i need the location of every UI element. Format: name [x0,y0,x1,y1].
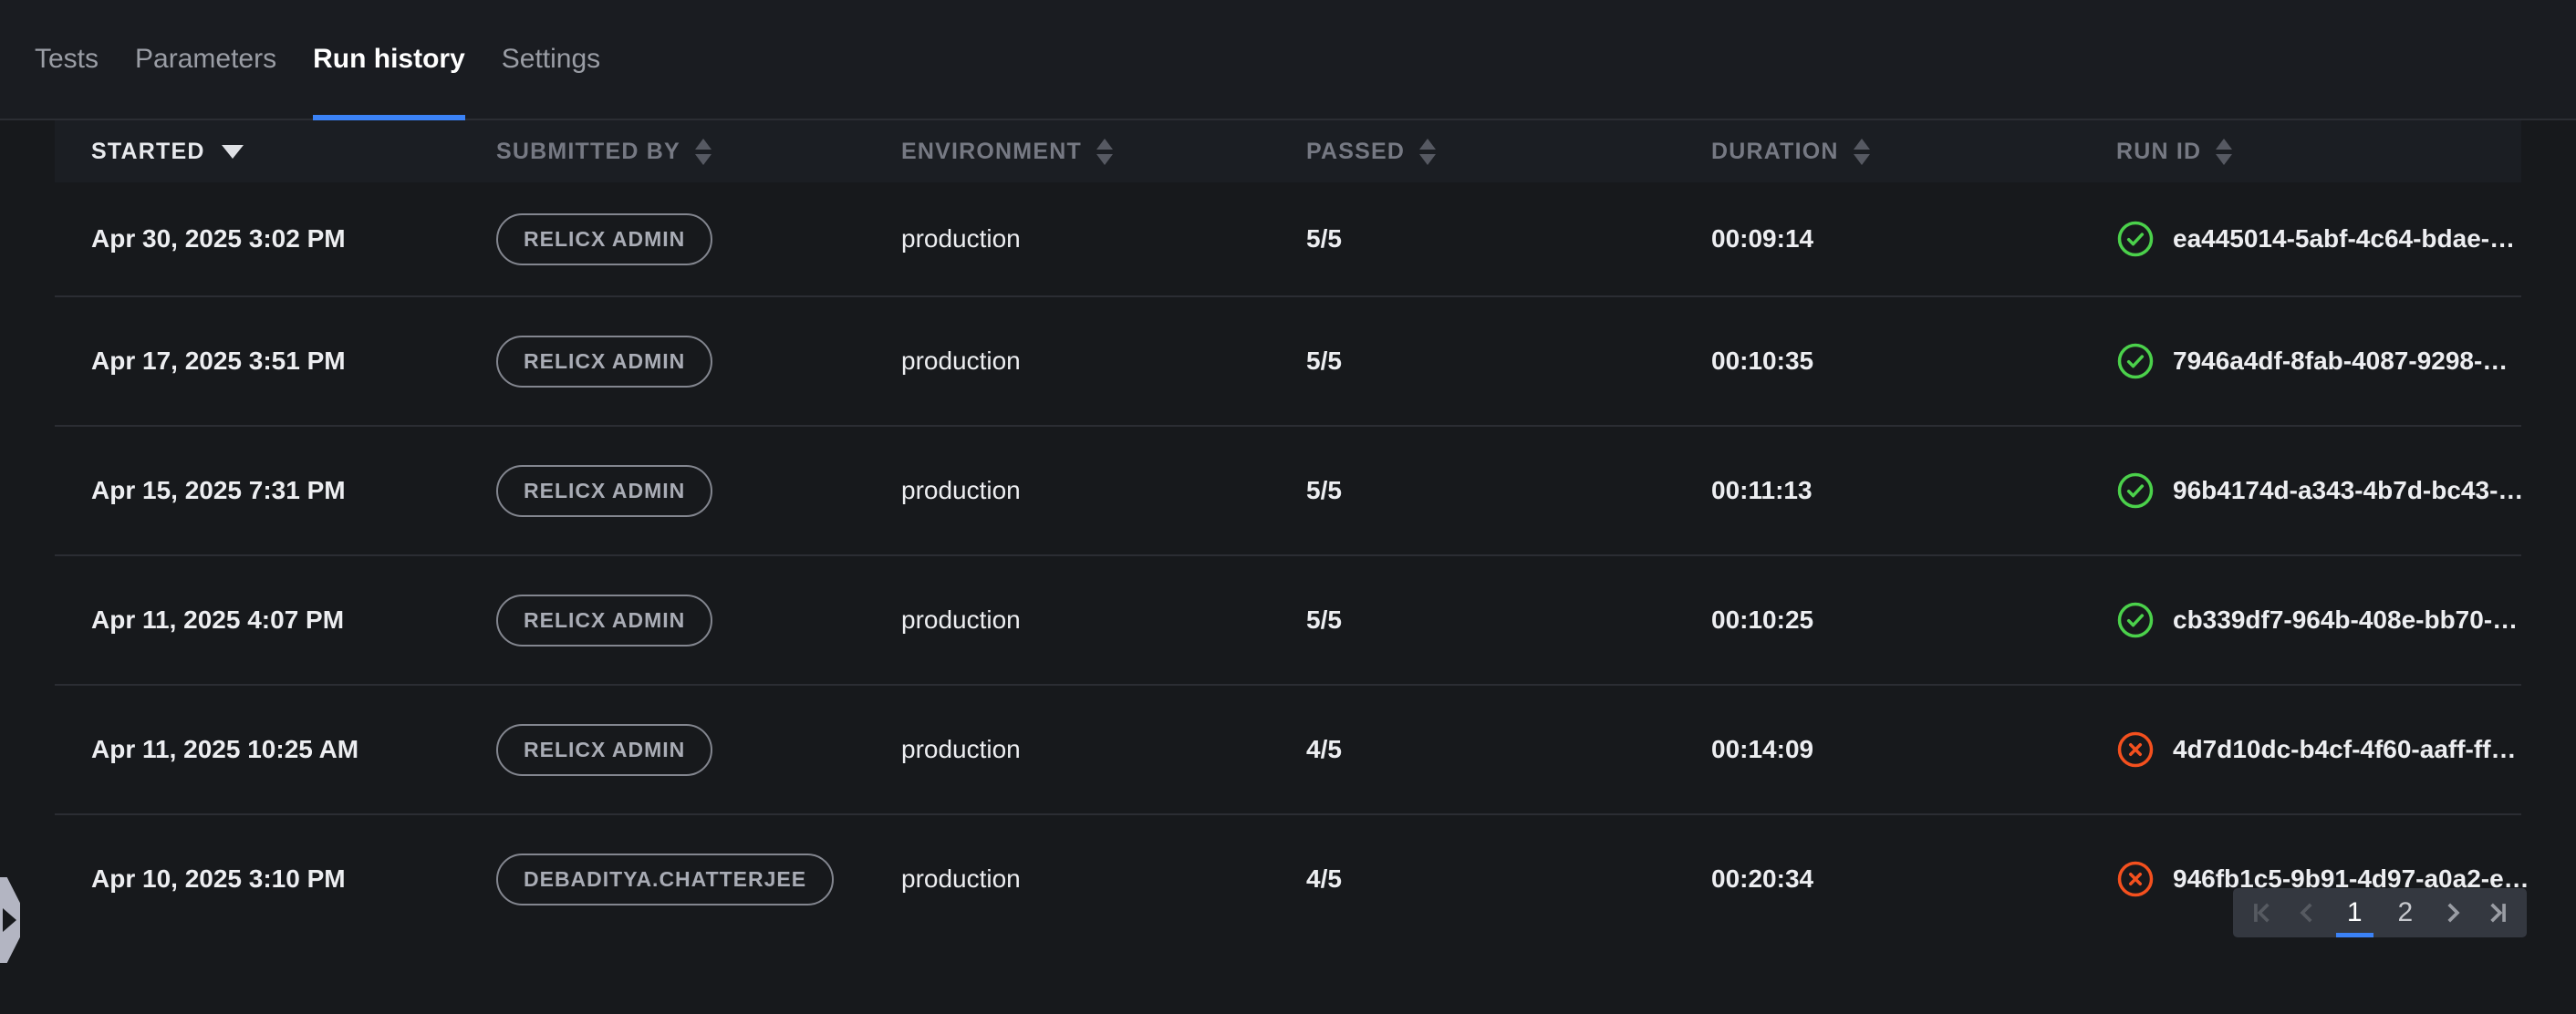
tab-parameters[interactable]: Parameters [135,44,277,74]
table-row[interactable]: Apr 15, 2025 7:31 PM RELICX ADMIN produc… [55,425,2523,554]
check-circle-icon [2116,471,2155,510]
previous-page-button[interactable] [2291,897,2322,928]
table-header-row: STARTED SUBMITTED BY ENVIRONMENT PASSED … [55,120,2521,182]
submitted-by-badge: RELICX ADMIN [496,723,713,776]
column-header-environment[interactable]: ENVIRONMENT [901,138,1306,165]
started-cell: Apr 15, 2025 7:31 PM [91,476,346,504]
run-id-text: 946fb1c5-9b91-4d97-a0a2-e… [2173,864,2529,893]
page-1-button[interactable]: 1 [2335,888,2373,937]
column-label: PASSED [1306,138,1406,164]
tab-run-history[interactable]: Run history [313,0,465,120]
table-row[interactable]: Apr 11, 2025 10:25 AM RELICX ADMIN produ… [55,684,2521,813]
sort-toggle-icon [1853,138,1870,165]
column-header-run-id[interactable]: RUN ID [2116,138,2521,165]
run-id-cell: ea445014-5abf-4c64-bdae-… [2116,220,2521,258]
submitted-by-cell: DEBADITYA.CHATTERJEE [496,853,901,905]
column-header-submitted-by[interactable]: SUBMITTED BY [496,138,901,165]
last-page-button[interactable] [2482,897,2513,928]
started-cell: Apr 11, 2025 10:25 AM [91,735,359,763]
duration-cell: 00:10:25 [1711,605,1814,634]
chevron-right-icon [3,908,16,932]
submitted-by-badge: RELICX ADMIN [496,335,713,388]
submitted-by-cell: RELICX ADMIN [496,464,901,517]
passed-cell: 5/5 [1306,605,1342,634]
check-circle-icon [2116,601,2155,639]
environment-cell: production [901,347,1021,375]
run-id-cell: 96b4174d-a343-4b7d-bc43-… [2116,471,2523,510]
started-cell: Apr 11, 2025 4:07 PM [91,605,345,634]
run-id-text: 4d7d10dc-b4cf-4f60-aaff-ff… [2173,735,2517,763]
run-id-cell: 946fb1c5-9b91-4d97-a0a2-e… [2116,860,2529,898]
tab-settings[interactable]: Settings [501,44,601,74]
sort-toggle-icon [2216,138,2233,165]
check-circle-icon [2116,220,2155,258]
column-header-passed[interactable]: PASSED [1306,138,1711,165]
environment-cell: production [901,605,1021,634]
submitted-by-badge: RELICX ADMIN [496,594,713,647]
page-2-button[interactable]: 2 [2397,897,2414,927]
passed-cell: 5/5 [1306,476,1342,504]
submitted-by-cell: RELICX ADMIN [496,594,901,647]
table-body: Apr 30, 2025 3:02 PM RELICX ADMIN produc… [55,182,2529,943]
sort-toggle-icon [1096,138,1113,165]
passed-cell: 4/5 [1306,864,1342,893]
run-id-cell: cb339df7-964b-408e-bb70-… [2116,601,2521,639]
pagination: 1 2 [2233,888,2527,937]
column-label: DURATION [1711,138,1839,164]
table-row[interactable]: Apr 30, 2025 3:02 PM RELICX ADMIN produc… [55,182,2521,295]
x-circle-icon [2116,730,2155,769]
passed-cell: 5/5 [1306,347,1342,375]
column-label: ENVIRONMENT [901,138,1082,164]
sort-descending-icon [221,144,244,159]
duration-cell: 00:10:35 [1711,347,1814,375]
submitted-by-cell: RELICX ADMIN [496,212,901,265]
duration-cell: 00:09:14 [1711,224,1814,253]
collapsed-side-widget[interactable] [0,877,20,963]
sort-toggle-icon [1419,138,1437,165]
x-circle-icon [2116,860,2155,898]
run-id-text: ea445014-5abf-4c64-bdae-… [2173,224,2516,253]
run-id-cell: 4d7d10dc-b4cf-4f60-aaff-ff… [2116,730,2521,769]
column-label: STARTED [91,138,205,164]
started-cell: Apr 30, 2025 3:02 PM [91,224,346,253]
submitted-by-cell: RELICX ADMIN [496,335,901,388]
submitted-by-badge: DEBADITYA.CHATTERJEE [496,853,835,905]
duration-cell: 00:14:09 [1711,735,1814,763]
run-id-text: cb339df7-964b-408e-bb70-… [2173,605,2519,634]
run-history-table: STARTED SUBMITTED BY ENVIRONMENT PASSED … [55,120,2529,943]
passed-cell: 4/5 [1306,735,1342,763]
table-row[interactable]: Apr 10, 2025 3:10 PM DEBADITYA.CHATTERJE… [55,813,2529,943]
check-circle-icon [2116,342,2155,380]
next-page-button[interactable] [2437,897,2468,928]
run-id-text: 7946a4df-8fab-4087-9298-… [2173,347,2508,375]
table-row[interactable]: Apr 17, 2025 3:51 PM RELICX ADMIN produc… [55,295,2521,425]
environment-cell: production [901,476,1021,504]
run-id-cell: 7946a4df-8fab-4087-9298-… [2116,342,2521,380]
environment-cell: production [901,224,1021,253]
passed-cell: 5/5 [1306,224,1342,253]
column-label: RUN ID [2116,138,2202,164]
tab-tests[interactable]: Tests [35,44,99,74]
column-label: SUBMITTED BY [496,138,680,164]
started-cell: Apr 17, 2025 3:51 PM [91,347,346,375]
table-row[interactable]: Apr 11, 2025 4:07 PM RELICX ADMIN produc… [55,554,2521,684]
column-header-started[interactable]: STARTED [91,139,496,165]
first-page-button[interactable] [2247,897,2278,928]
duration-cell: 00:20:34 [1711,864,1814,893]
sort-toggle-icon [694,138,712,165]
run-id-text: 96b4174d-a343-4b7d-bc43-… [2173,476,2524,504]
submitted-by-badge: RELICX ADMIN [496,464,713,517]
submitted-by-cell: RELICX ADMIN [496,723,901,776]
submitted-by-badge: RELICX ADMIN [496,212,713,265]
started-cell: Apr 10, 2025 3:10 PM [91,864,346,893]
column-header-duration[interactable]: DURATION [1711,138,2116,165]
environment-cell: production [901,735,1021,763]
run-history-page: Tests Parameters Run history Settings ST… [0,0,2576,963]
duration-cell: 00:11:13 [1711,476,1813,504]
tab-bar: Tests Parameters Run history Settings [0,0,2576,120]
environment-cell: production [901,864,1021,893]
